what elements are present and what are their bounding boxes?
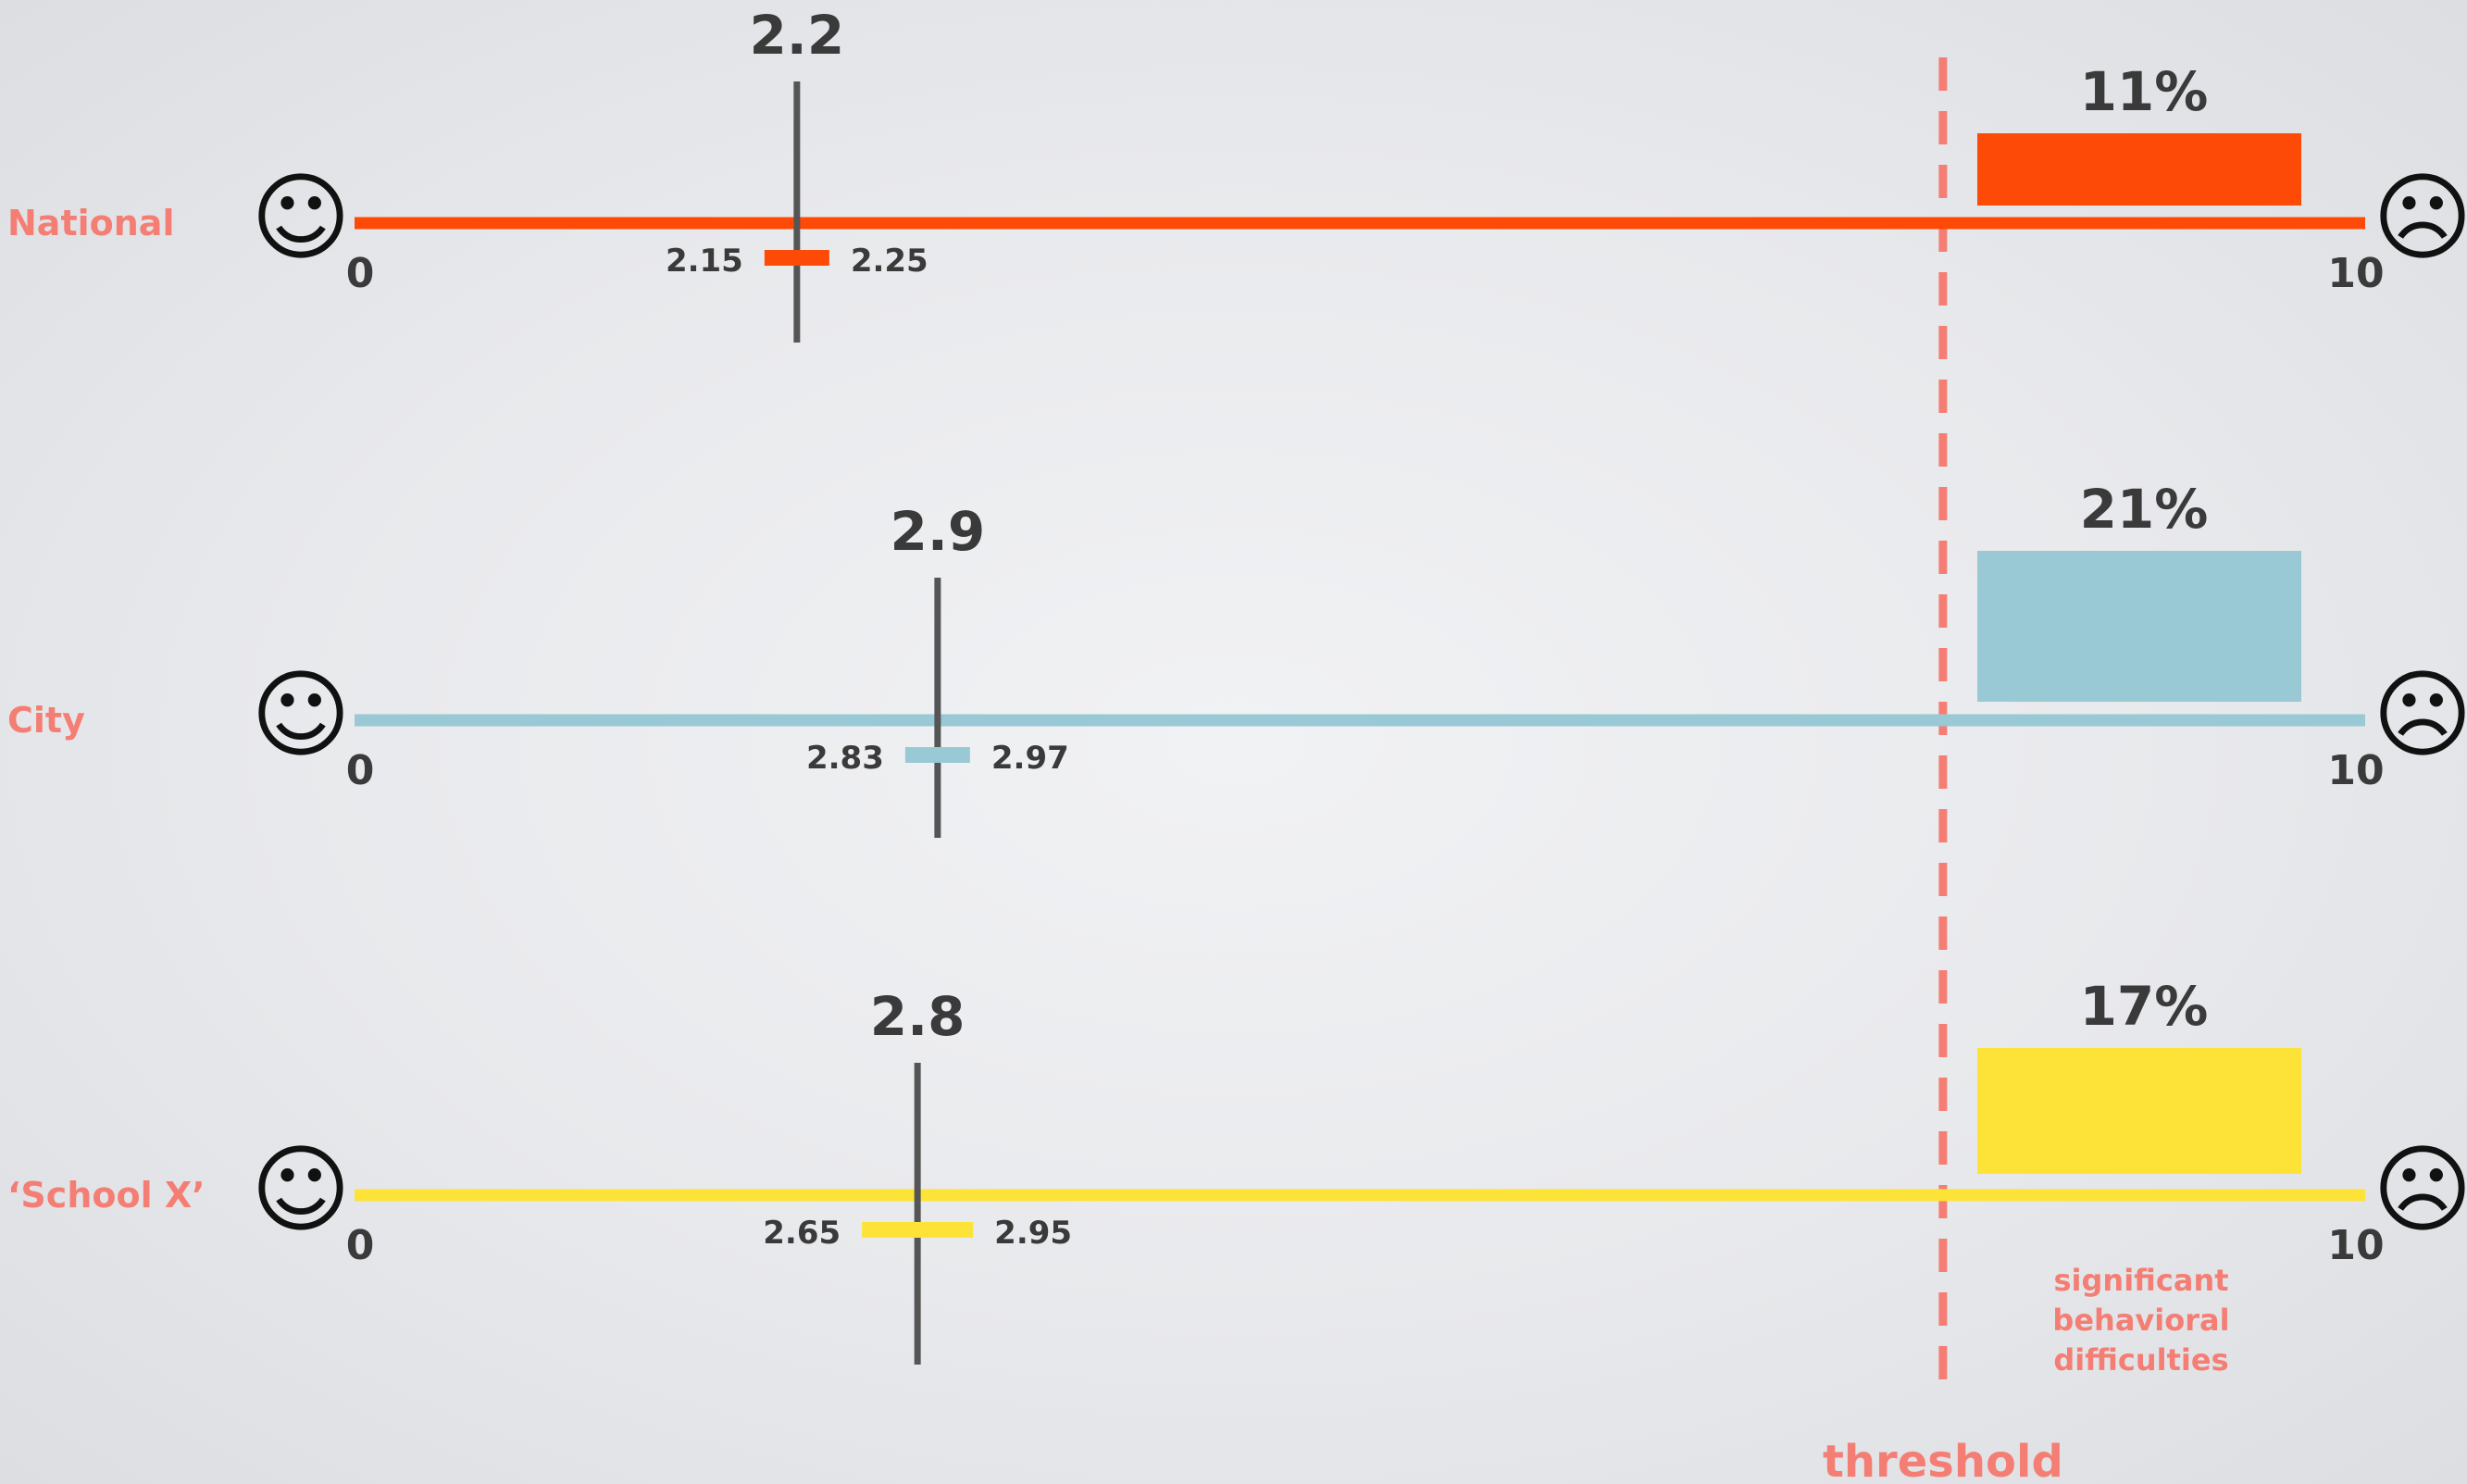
row-label: City <box>7 700 85 741</box>
threshold-note-line: significant <box>2053 1263 2228 1298</box>
ci-bar <box>904 747 970 763</box>
ci-lower-label: 2.65 <box>763 1215 841 1252</box>
frowny-face-icon: ☹ <box>2373 658 2467 771</box>
threshold-label: threshold <box>1823 1436 2063 1484</box>
pct-bar <box>1977 133 2301 206</box>
threshold-note-line: difficulties <box>2053 1342 2228 1378</box>
threshold-note-line: behavioral <box>2052 1303 2229 1338</box>
mean-value: 2.8 <box>870 985 966 1048</box>
axis-tick-max: 10 <box>2327 1222 2384 1269</box>
axis-tick-min: 0 <box>346 747 375 794</box>
axis-tick-max: 10 <box>2327 747 2384 794</box>
row-3: ‘School X’ ☺ ☹ 0 10 2.8 2.65 2.95 17% <box>7 975 2467 1365</box>
axis-tick-max: 10 <box>2327 250 2384 297</box>
smiley-face-icon: ☺ <box>251 1133 351 1246</box>
row-1: National ☺ ☹ 0 10 2.2 2.15 2.25 11% <box>7 4 2467 343</box>
ci-upper-label: 2.25 <box>851 243 928 280</box>
ci-bar <box>764 250 829 266</box>
pct-value: 21% <box>2080 478 2209 541</box>
pct-bar <box>1977 551 2301 702</box>
frowny-face-icon: ☹ <box>2373 161 2467 274</box>
pct-bar <box>1977 1048 2301 1174</box>
ci-upper-label: 2.95 <box>994 1215 1072 1252</box>
axis-tick-min: 0 <box>346 250 375 297</box>
frowny-face-icon: ☹ <box>2373 1133 2467 1246</box>
ci-upper-label: 2.97 <box>991 740 1069 777</box>
ci-lower-label: 2.83 <box>806 740 884 777</box>
smiley-face-icon: ☺ <box>251 658 351 771</box>
pct-value: 17% <box>2080 975 2209 1038</box>
mean-value: 2.2 <box>749 4 844 67</box>
axis-line <box>355 217 2365 230</box>
row-label: National <box>7 203 174 243</box>
axis-tick-min: 0 <box>346 1222 375 1269</box>
pct-value: 11% <box>2080 60 2209 123</box>
row-2: City ☺ ☹ 0 10 2.9 2.83 2.97 21% <box>7 478 2467 838</box>
ci-bar <box>862 1222 974 1238</box>
axis-line <box>355 1189 2365 1202</box>
mean-value: 2.9 <box>891 500 986 563</box>
smiley-face-icon: ☺ <box>251 161 351 274</box>
ci-lower-label: 2.15 <box>666 243 743 280</box>
axis-line <box>355 714 2365 727</box>
row-label: ‘School X’ <box>7 1175 206 1216</box>
